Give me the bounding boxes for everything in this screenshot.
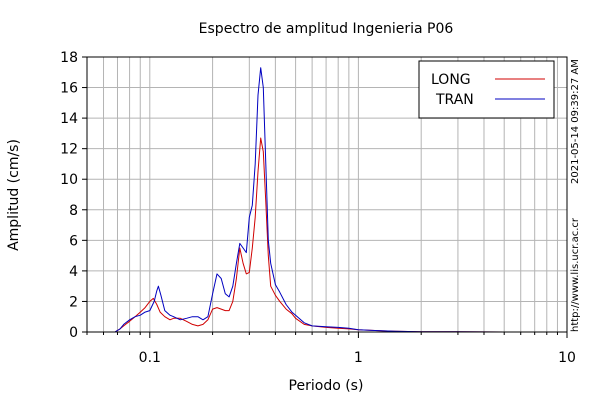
x-tick-label: 1 <box>354 350 363 366</box>
legend-label-long: LONG <box>431 72 471 88</box>
chart-title: Espectro de amplitud Ingenieria P06 <box>199 21 454 37</box>
legend-box <box>418 60 555 119</box>
x-tick-label: 0.1 <box>139 350 161 366</box>
plot-frame <box>86 56 568 333</box>
y-tick-label: 10 <box>60 172 78 188</box>
x-tick-label: 10 <box>558 350 576 366</box>
series-line-long <box>87 137 567 333</box>
timestamp-note: 2021-05-14 09:39:27 AM <box>570 59 581 184</box>
axis-ticks: 0 2 4 6 8 10 12 14 16 18 0.1 1 10 <box>60 50 576 366</box>
source-url-note: http://www.lis.ucr.ac.cr <box>570 218 581 332</box>
y-tick-label: 6 <box>69 233 78 249</box>
series-line-tran <box>87 67 567 333</box>
y-tick-label: 0 <box>69 325 78 341</box>
y-tick-label: 18 <box>60 50 78 66</box>
y-tick-label: 14 <box>60 111 78 127</box>
y-tick-label: 12 <box>60 142 78 158</box>
y-tick-label: 8 <box>69 203 78 219</box>
y-tick-label: 2 <box>69 294 78 310</box>
y-axis-label: Amplitud (cm/s) <box>6 139 22 251</box>
y-tick-label: 4 <box>69 264 78 280</box>
series-layer <box>87 67 567 333</box>
legend-label-tran: TRAN <box>435 92 474 108</box>
y-tick-label: 16 <box>60 81 78 97</box>
x-axis-label: Periodo (s) <box>289 378 364 394</box>
legend: LONG TRAN <box>418 60 555 119</box>
